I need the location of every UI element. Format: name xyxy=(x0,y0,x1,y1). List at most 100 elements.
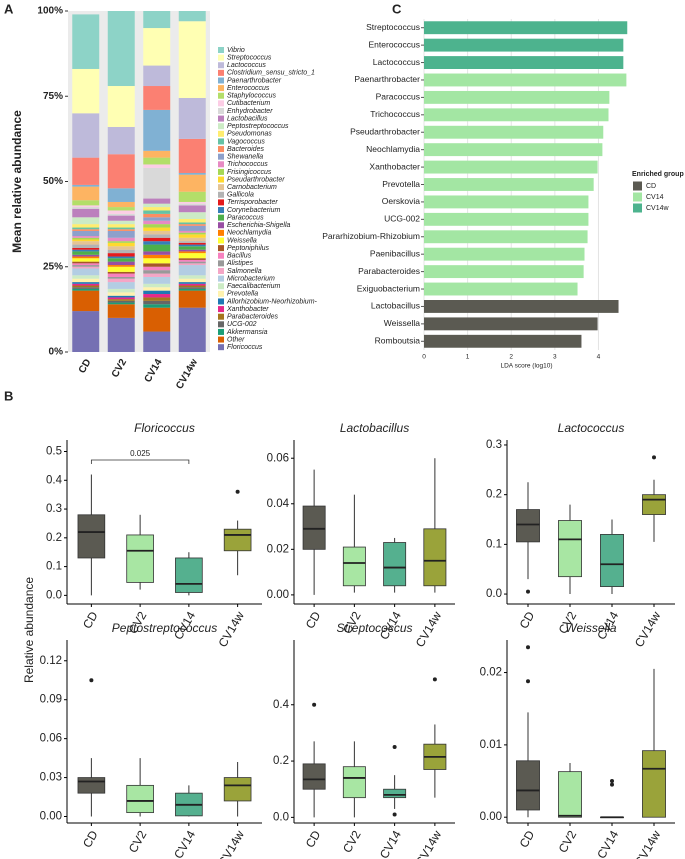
bar-segment xyxy=(143,234,171,238)
bar-segment xyxy=(72,157,100,185)
bar-segment xyxy=(72,265,100,267)
legend-label: Salmonella xyxy=(227,268,262,275)
legend-swatch xyxy=(633,181,642,191)
bar-segment xyxy=(107,215,135,221)
legend-label: Xanthobacter xyxy=(226,306,269,313)
bar-segment xyxy=(143,307,171,332)
bar-segment xyxy=(107,273,135,277)
bar-segment xyxy=(178,287,206,289)
y-tick-label: 0.4 xyxy=(273,699,290,711)
box xyxy=(558,520,582,578)
bar-segment xyxy=(107,278,135,283)
bar-segment xyxy=(72,251,100,255)
y-tick-label: 0.0 xyxy=(486,588,502,600)
legend-swatch xyxy=(218,47,224,53)
box xyxy=(423,528,447,587)
bar-segment xyxy=(107,265,135,267)
bar-segment xyxy=(178,261,206,264)
bar xyxy=(424,56,624,69)
bar-segment xyxy=(143,273,171,277)
bar-segment xyxy=(143,241,171,245)
bar-segment xyxy=(143,227,171,231)
x-tick-label: CD xyxy=(303,828,324,850)
box xyxy=(516,760,540,811)
y-tick-label: Pseudarthrobacter xyxy=(350,126,420,136)
legend-label: Streptococcus xyxy=(227,54,272,61)
legend-swatch xyxy=(218,69,224,76)
panel-label: B xyxy=(4,388,13,403)
bar-segment xyxy=(178,11,206,22)
legend-label: Lactococcus xyxy=(227,62,266,69)
panel-title: Floricoccus xyxy=(134,421,195,435)
bar xyxy=(424,265,584,279)
bar-segment xyxy=(72,278,100,283)
x-tick-label: CV14 xyxy=(377,828,404,859)
bar-segment xyxy=(72,256,100,259)
legend-label: Floricoccus xyxy=(227,344,263,351)
legend-swatch xyxy=(218,344,224,351)
significance-bracket xyxy=(90,459,190,464)
bar-segment xyxy=(107,295,135,298)
y-tick-label: 0.02 xyxy=(480,667,502,679)
bar-segment xyxy=(143,220,171,225)
legend-swatch xyxy=(218,92,224,99)
panel-title: Lactococcus xyxy=(558,421,625,435)
legend-label: Escherichia-Shigella xyxy=(227,222,291,229)
x-tick-label: 2 xyxy=(509,354,513,361)
legend-label: Akkermansia xyxy=(226,329,268,336)
bar-segment xyxy=(107,292,135,296)
bar-segment xyxy=(72,217,100,225)
legend-swatch xyxy=(218,62,224,69)
y-tick-label: 0.00 xyxy=(40,811,62,823)
outlier xyxy=(610,782,614,787)
bar-segment xyxy=(72,224,100,228)
bar xyxy=(424,195,589,209)
legend-label: Peptostreptococcus xyxy=(227,123,289,130)
bar-segment xyxy=(178,244,206,247)
y-tick-label: 0.01 xyxy=(480,739,502,751)
bar-segment xyxy=(143,300,171,305)
bar-segment xyxy=(72,205,100,208)
x-tick-label: 0 xyxy=(422,354,426,361)
bar xyxy=(424,108,609,122)
legend-swatch xyxy=(218,85,224,92)
bar-segment xyxy=(72,290,100,312)
box xyxy=(126,784,154,814)
legend-swatch xyxy=(218,283,224,290)
y-tick-label: Paracoccus xyxy=(376,92,420,102)
bar-segment xyxy=(72,254,100,257)
box xyxy=(77,777,106,794)
bar-segment xyxy=(107,297,135,300)
bar-segment xyxy=(178,249,206,252)
bar-segment xyxy=(107,249,135,254)
y-tick-label: 0.02 xyxy=(267,543,289,555)
y-tick-label: 0.06 xyxy=(267,452,289,464)
bar-segment xyxy=(143,86,171,110)
bar xyxy=(424,73,627,87)
bar-segment xyxy=(107,227,135,230)
legend-label: Shewanella xyxy=(227,154,263,161)
y-tick-label: 0.0 xyxy=(46,589,62,601)
legend-label: Weissella xyxy=(227,237,257,244)
bar-segment xyxy=(143,304,171,308)
y-tick-label: 0.06 xyxy=(40,733,62,745)
bar-segment xyxy=(143,11,171,29)
bar-segment xyxy=(178,219,206,223)
box xyxy=(642,494,666,515)
significance-label: 0.025 xyxy=(130,449,151,458)
bar-segment xyxy=(143,331,171,352)
bar-segment xyxy=(143,290,171,295)
bar-segment xyxy=(107,207,135,211)
bar-segment xyxy=(72,244,100,248)
bar xyxy=(424,90,610,104)
legend-swatch xyxy=(218,191,224,198)
bar-segment xyxy=(72,261,100,264)
bar-segment xyxy=(178,278,206,283)
y-tick-label: Paenarthrobacter xyxy=(354,74,420,84)
legend-label: Bacteroides xyxy=(227,146,264,153)
bar-segment xyxy=(107,213,135,216)
bar-segment xyxy=(143,224,171,228)
y-tick-label: 0.12 xyxy=(40,655,62,667)
bar-segment xyxy=(72,227,100,230)
bar-segment xyxy=(143,230,171,235)
